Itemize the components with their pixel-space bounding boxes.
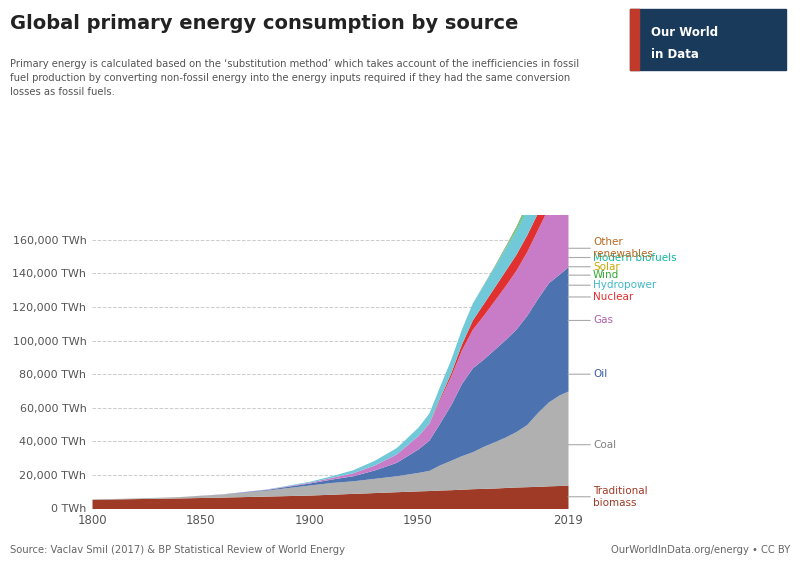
Text: Other
renewables: Other renewables bbox=[568, 237, 653, 259]
Text: Modern biofuels: Modern biofuels bbox=[568, 253, 677, 263]
Text: Nuclear: Nuclear bbox=[568, 292, 634, 302]
Text: Coal: Coal bbox=[568, 440, 616, 450]
Text: Oil: Oil bbox=[568, 369, 607, 379]
Text: Primary energy is calculated based on the ‘substitution method’ which takes acco: Primary energy is calculated based on th… bbox=[10, 59, 579, 97]
Text: Source: Vaclav Smil (2017) & BP Statistical Review of World Energy: Source: Vaclav Smil (2017) & BP Statisti… bbox=[10, 545, 346, 555]
Text: Global primary energy consumption by source: Global primary energy consumption by sou… bbox=[10, 14, 518, 33]
Text: Hydropower: Hydropower bbox=[568, 280, 656, 290]
Bar bbox=[630, 9, 639, 70]
Text: in Data: in Data bbox=[650, 48, 698, 62]
Text: Traditional
biomass: Traditional biomass bbox=[568, 486, 648, 507]
Text: Wind: Wind bbox=[568, 270, 619, 280]
Text: Our World: Our World bbox=[650, 26, 718, 39]
Text: Gas: Gas bbox=[568, 315, 613, 325]
Text: Solar: Solar bbox=[568, 262, 620, 272]
Text: OurWorldInData.org/energy • CC BY: OurWorldInData.org/energy • CC BY bbox=[611, 545, 790, 555]
